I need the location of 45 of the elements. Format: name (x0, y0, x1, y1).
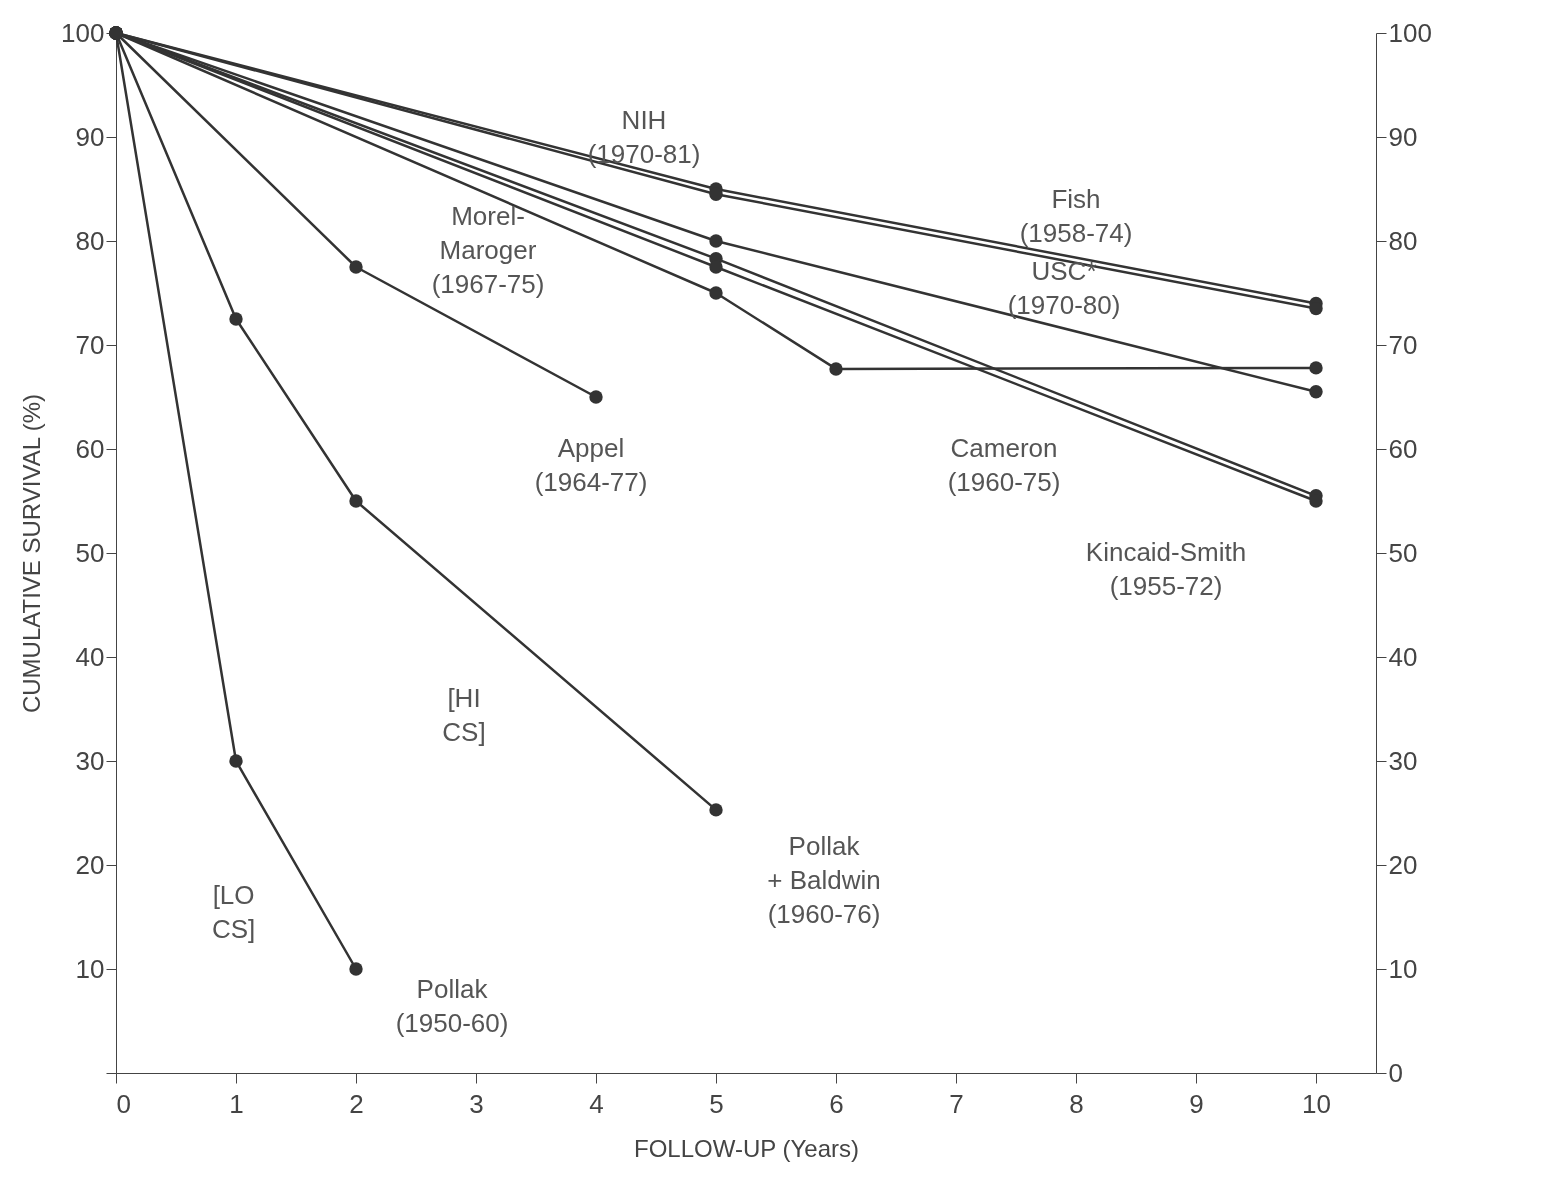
y2-tick-label: 80 (1388, 225, 1418, 256)
y2-tick-label: 70 (1388, 329, 1418, 360)
y2-tick-label: 0 (1388, 1057, 1403, 1088)
y-tick-label: 50 (75, 537, 105, 568)
y-tick-label: 70 (75, 329, 105, 360)
annotation: [LO CS] (211, 880, 256, 945)
y2-tick-label: 30 (1388, 745, 1418, 776)
y-tick-label: 60 (75, 433, 105, 464)
annotation: USC* (1970-80) (1007, 256, 1121, 321)
y-tick-label: 40 (75, 641, 105, 672)
annotation: Fish (1958-74) (1019, 183, 1133, 248)
x-tick-label: 5 (709, 1088, 724, 1119)
annotation: Cameron (1960-75) (947, 432, 1061, 497)
y-tick-label: 20 (75, 849, 105, 880)
x-tick-label: 10 (1302, 1088, 1331, 1119)
annotation: Morel- Maroger (1967-75) (431, 201, 545, 299)
x-axis-title: FOLLOW-UP (Years) (634, 1134, 859, 1162)
y2-tick-label: 50 (1388, 537, 1418, 568)
x-tick-label: 8 (1069, 1088, 1084, 1119)
x-tick-label: 7 (949, 1088, 964, 1119)
y-tick-label: 10 (75, 953, 105, 984)
x-tick-label: 6 (829, 1088, 844, 1119)
annotation: Pollak + Baldwin (1960-76) (767, 830, 881, 929)
x-tick-label: 2 (349, 1088, 364, 1119)
y-axis-title: CUMULATIVE SURVIVAL (%) (18, 393, 46, 714)
annotation: [HI CS] (442, 682, 486, 747)
y2-tick-label: 40 (1388, 641, 1418, 672)
y-tick-label: 100 (61, 17, 105, 48)
y2-tick-label: 100 (1388, 17, 1432, 48)
y2-tick-label: 60 (1388, 433, 1418, 464)
y-tick-label: 90 (75, 121, 105, 152)
x-tick-label: 3 (469, 1088, 484, 1119)
x-tick-label: 1 (229, 1088, 244, 1119)
y2-tick-label: 90 (1388, 121, 1418, 152)
annotation: Appel (1964-77) (534, 433, 648, 497)
y2-tick-label: 10 (1388, 953, 1418, 984)
y-tick-label: 80 (75, 225, 105, 256)
y-tick-label: 30 (75, 745, 105, 776)
y2-tick-label: 20 (1388, 849, 1418, 880)
annotation: Kincaid-Smith (1955-72) (1085, 536, 1247, 601)
x-tick-label: 0 (116, 1088, 131, 1119)
annotation: NIH (1970-81) (587, 105, 701, 169)
x-tick-label: 9 (1189, 1088, 1204, 1119)
x-tick-label: 4 (589, 1088, 604, 1119)
annotation: Pollak (1950-60) (395, 974, 509, 1038)
